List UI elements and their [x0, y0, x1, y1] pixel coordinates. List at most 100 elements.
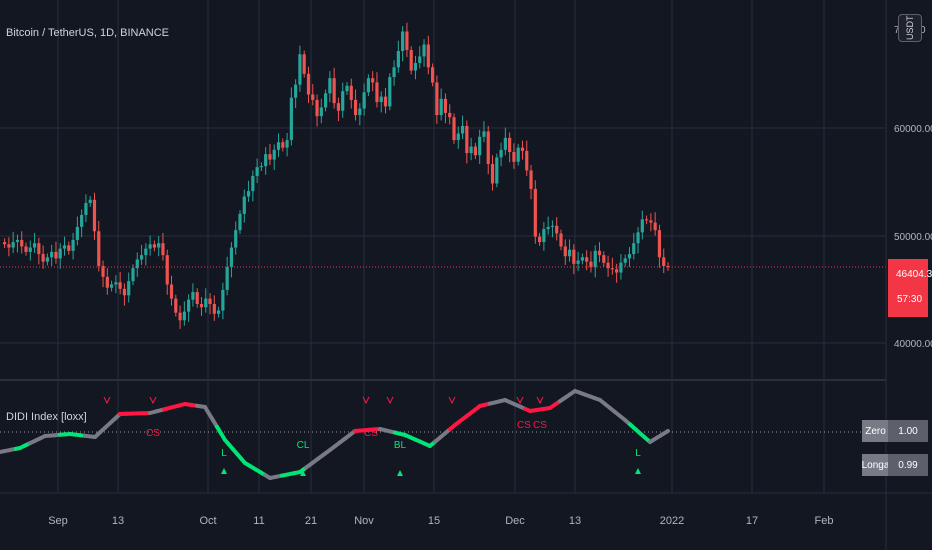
- candle-body[interactable]: [67, 245, 71, 251]
- candle-body[interactable]: [512, 152, 516, 162]
- candle-body[interactable]: [486, 131, 490, 164]
- currency-button[interactable]: USDT: [898, 14, 922, 42]
- candle-body[interactable]: [542, 229, 546, 243]
- candle-body[interactable]: [62, 245, 67, 249]
- candle-body[interactable]: [319, 107, 323, 117]
- candle-body[interactable]: [131, 268, 135, 282]
- candle-body[interactable]: [341, 91, 345, 111]
- candle-body[interactable]: [606, 262, 610, 269]
- candle-body[interactable]: [426, 44, 430, 68]
- candle-body[interactable]: [657, 230, 662, 258]
- candle-body[interactable]: [101, 266, 105, 277]
- candle-body[interactable]: [75, 226, 79, 240]
- candle-body[interactable]: [435, 82, 439, 116]
- candle-body[interactable]: [332, 78, 336, 104]
- candle-body[interactable]: [37, 243, 41, 255]
- candle-body[interactable]: [555, 225, 559, 234]
- candle-body[interactable]: [148, 244, 152, 249]
- candle-body[interactable]: [246, 191, 251, 197]
- candle-body[interactable]: [422, 44, 426, 57]
- candle-body[interactable]: [392, 67, 396, 78]
- candle-body[interactable]: [199, 304, 204, 308]
- candle-body[interactable]: [379, 96, 383, 103]
- candle-body[interactable]: [88, 199, 92, 204]
- candle-body[interactable]: [315, 99, 319, 117]
- candle-body[interactable]: [602, 255, 606, 263]
- candle-body[interactable]: [324, 93, 328, 108]
- candle-body[interactable]: [563, 246, 567, 257]
- candle-body[interactable]: [567, 249, 572, 257]
- candle-body[interactable]: [302, 54, 306, 74]
- candle-body[interactable]: [80, 214, 84, 227]
- candle-body[interactable]: [11, 242, 15, 248]
- candle-body[interactable]: [576, 260, 580, 264]
- candle-body[interactable]: [349, 85, 353, 100]
- candle-body[interactable]: [431, 67, 435, 83]
- candle-body[interactable]: [653, 222, 657, 231]
- candle-body[interactable]: [538, 236, 542, 243]
- candle-body[interactable]: [443, 98, 448, 113]
- candle-body[interactable]: [503, 137, 507, 150]
- candle-body[interactable]: [490, 163, 495, 184]
- candle-body[interactable]: [375, 82, 379, 103]
- candle-body[interactable]: [152, 244, 156, 248]
- candle-body[interactable]: [452, 117, 456, 141]
- candle-body[interactable]: [409, 49, 413, 71]
- candle-body[interactable]: [383, 96, 388, 107]
- candle-body[interactable]: [255, 167, 259, 176]
- candle-body[interactable]: [499, 149, 503, 158]
- candle-body[interactable]: [127, 281, 131, 296]
- candle-body[interactable]: [662, 257, 666, 266]
- candle-body[interactable]: [212, 304, 216, 314]
- candle-body[interactable]: [182, 311, 186, 321]
- price-axis[interactable]: 60000.00 50000.00 40000.00 7 0 46404.39 57:30: [888, 25, 932, 350]
- candle-body[interactable]: [41, 254, 45, 262]
- candle-body[interactable]: [251, 175, 255, 192]
- candle-body[interactable]: [3, 242, 7, 245]
- candle-body[interactable]: [28, 247, 32, 252]
- candle-body[interactable]: [572, 249, 576, 264]
- candle-body[interactable]: [623, 258, 627, 263]
- candle-body[interactable]: [24, 246, 28, 252]
- candle-body[interactable]: [478, 136, 482, 156]
- candle-body[interactable]: [508, 137, 512, 152]
- candle-body[interactable]: [118, 282, 122, 289]
- candle-body[interactable]: [97, 231, 101, 266]
- candle-body[interactable]: [627, 254, 632, 259]
- candle-body[interactable]: [645, 219, 649, 221]
- candle-body[interactable]: [242, 196, 246, 214]
- candle-body[interactable]: [285, 140, 289, 148]
- candle-body[interactable]: [593, 250, 597, 268]
- candle-body[interactable]: [20, 239, 24, 247]
- candle-body[interactable]: [169, 284, 174, 299]
- candle-body[interactable]: [195, 292, 199, 304]
- candle-body[interactable]: [92, 199, 97, 232]
- candle-body[interactable]: [388, 77, 392, 107]
- candle-body[interactable]: [105, 276, 109, 288]
- candle-body[interactable]: [413, 62, 418, 71]
- candle-body[interactable]: [516, 147, 520, 162]
- candle-body[interactable]: [306, 73, 311, 95]
- candle-body[interactable]: [114, 282, 118, 285]
- candle-body[interactable]: [533, 188, 537, 237]
- candle-body[interactable]: [45, 257, 49, 262]
- candle-body[interactable]: [525, 150, 529, 171]
- candle-body[interactable]: [396, 51, 400, 68]
- candle-body[interactable]: [217, 310, 221, 314]
- candle-body[interactable]: [178, 312, 182, 321]
- candle-body[interactable]: [50, 251, 54, 258]
- candle-body[interactable]: [311, 94, 315, 100]
- candle-body[interactable]: [358, 108, 362, 116]
- candle-body[interactable]: [632, 243, 636, 255]
- candle-body[interactable]: [401, 31, 405, 52]
- candle-body[interactable]: [298, 54, 302, 85]
- candle-body[interactable]: [328, 78, 332, 94]
- candle-body[interactable]: [366, 78, 370, 93]
- candle-body[interactable]: [259, 166, 263, 168]
- candle-body[interactable]: [585, 257, 589, 262]
- candle-body[interactable]: [448, 112, 452, 118]
- candle-body[interactable]: [187, 299, 191, 312]
- candle-body[interactable]: [54, 251, 58, 259]
- candle-body[interactable]: [550, 225, 555, 227]
- candle-body[interactable]: [225, 267, 229, 290]
